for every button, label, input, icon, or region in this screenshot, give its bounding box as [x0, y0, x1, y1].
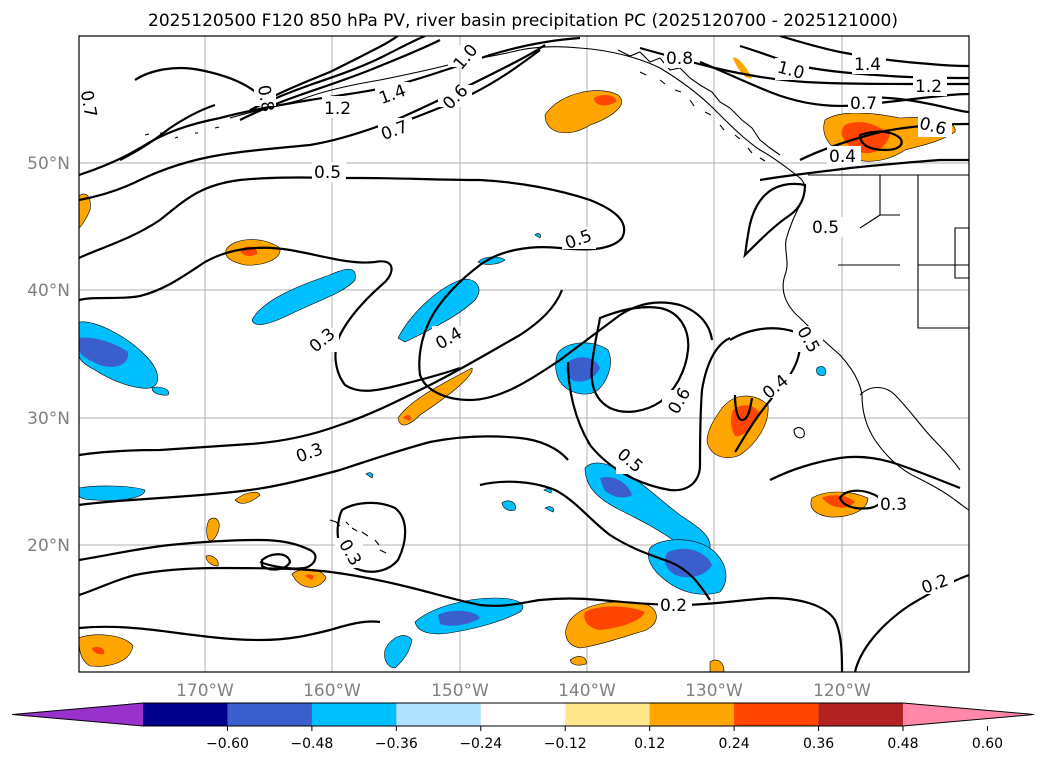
map-area: 0.7 0.8 1.2 1.4 1.0 0.6 0.7 0.8 1.0 1.4 …	[76, 36, 969, 672]
colorbar-tick-label: 0.48	[887, 736, 918, 752]
contour-label: 0.5	[314, 163, 341, 183]
contour-label: 0.7	[850, 94, 877, 114]
lat-label: 30°N	[27, 409, 70, 429]
lon-label: 140°W	[558, 681, 616, 701]
contour-label: 1.4	[854, 55, 881, 75]
colorbar-tick-label: 0.60	[972, 736, 1003, 752]
graticule	[79, 36, 969, 672]
contour-label: 0.7	[76, 89, 100, 119]
lon-label: 170°W	[176, 681, 234, 701]
colorbar-tick-label: −0.48	[290, 736, 333, 752]
colorbar-swatch	[649, 703, 735, 726]
lat-label: 20°N	[27, 536, 70, 556]
colorbar-tick-label: 0.12	[634, 736, 665, 752]
contour-label: 1.2	[324, 99, 351, 119]
contour-label: 0.8	[253, 84, 277, 114]
contour-label: 0.5	[812, 218, 839, 238]
colorbar-swatch	[396, 703, 482, 726]
colorbar-tick-label: −0.60	[206, 736, 249, 752]
colorbar-swatch	[480, 703, 566, 726]
contour-label: 0.4	[829, 147, 856, 167]
lon-label: 130°W	[685, 681, 743, 701]
colorbar-tick-label: −0.12	[544, 736, 587, 752]
lon-labels: 170°W 160°W 150°W 140°W 130°W 120°W	[176, 681, 871, 701]
lon-label: 150°W	[431, 681, 489, 701]
colorbar-tick-label: −0.24	[459, 736, 502, 752]
colorbar-swatch	[565, 703, 651, 726]
colorbar: −0.60 −0.48 −0.36 −0.24 −0.12 0.12 0.24 0.36 0.4…	[11, 702, 1035, 752]
lat-label: 40°N	[27, 281, 70, 301]
colorbar-tick-label: 0.24	[719, 736, 750, 752]
colorbar-swatch	[818, 703, 904, 726]
contour-label: 0.8	[666, 49, 693, 69]
colorbar-swatch	[311, 703, 397, 726]
colorbar-swatch	[227, 703, 313, 726]
colorbar-swatch	[734, 703, 820, 726]
contour-label: 0.3	[880, 495, 907, 515]
lon-label: 160°W	[303, 681, 361, 701]
map-frame	[78, 35, 970, 673]
contour-label: 0.2	[660, 596, 687, 616]
colorbar-extend-low	[12, 703, 143, 726]
lat-labels: 50°N 40°N 30°N 20°N	[27, 154, 70, 556]
contour-label: 1.2	[915, 77, 942, 97]
colorbar-tick-label: 0.36	[803, 736, 834, 752]
map-title: 2025120500 F120 850 hPa PV, river basin …	[148, 11, 898, 31]
colorbar-outline	[11, 702, 1035, 727]
lon-label: 120°W	[813, 681, 871, 701]
colorbar-swatch	[143, 703, 228, 726]
lat-label: 50°N	[27, 154, 70, 174]
colorbar-tick-label: −0.36	[375, 736, 418, 752]
colorbar-extend-high	[903, 703, 1034, 726]
